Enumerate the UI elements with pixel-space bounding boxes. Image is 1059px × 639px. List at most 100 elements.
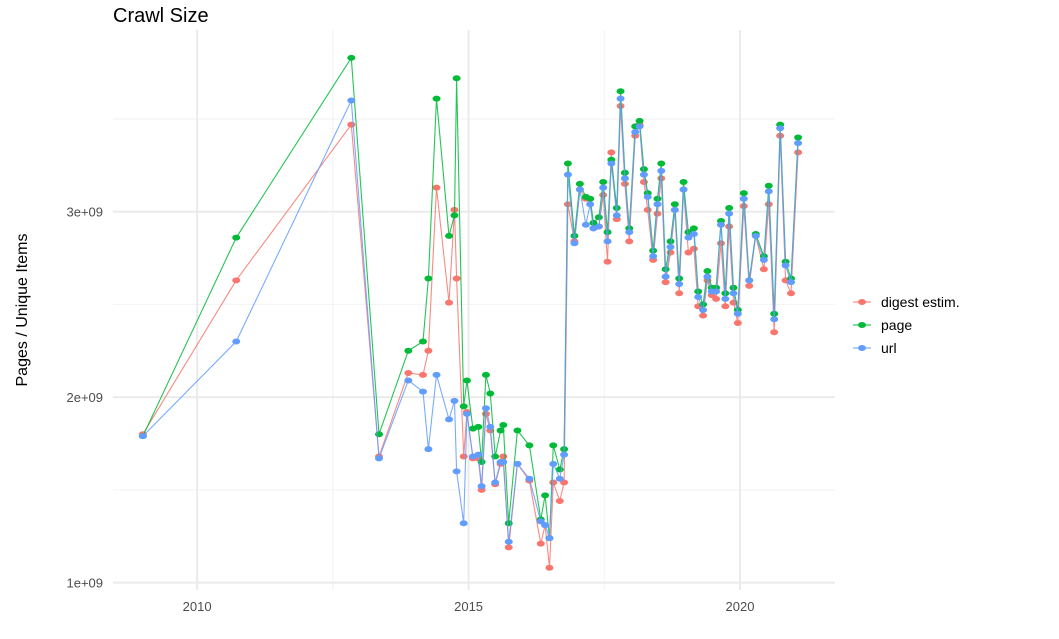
series-url xyxy=(138,95,803,545)
data-point xyxy=(679,179,688,186)
data-point xyxy=(712,295,721,302)
data-point xyxy=(666,238,675,245)
data-point xyxy=(679,186,688,193)
data-point xyxy=(418,338,427,345)
data-point xyxy=(525,475,534,482)
data-point xyxy=(787,279,796,286)
data-point xyxy=(759,256,768,263)
data-point xyxy=(717,221,725,228)
data-point xyxy=(481,371,490,378)
data-point xyxy=(549,460,558,467)
data-point xyxy=(563,160,572,167)
data-point xyxy=(499,453,508,460)
data-point xyxy=(347,97,356,104)
data-point xyxy=(675,290,684,297)
data-point xyxy=(445,232,454,239)
series-line xyxy=(142,105,799,568)
data-point xyxy=(541,522,550,529)
data-point xyxy=(764,182,773,189)
data-point xyxy=(657,167,666,174)
data-point xyxy=(607,149,616,156)
data-point xyxy=(445,299,454,306)
data-point xyxy=(661,273,670,280)
data-point xyxy=(432,371,441,378)
data-point xyxy=(725,210,734,217)
data-point xyxy=(725,223,734,230)
data-point xyxy=(555,497,564,504)
legend-key-point xyxy=(858,345,866,351)
data-point xyxy=(689,245,698,252)
data-point xyxy=(545,564,554,571)
data-point xyxy=(138,433,147,440)
data-point xyxy=(670,201,679,208)
data-point xyxy=(684,234,693,241)
data-point xyxy=(764,201,773,208)
data-point xyxy=(653,201,662,208)
data-point xyxy=(581,221,590,228)
data-point xyxy=(699,307,708,313)
data-point xyxy=(481,405,490,412)
data-point xyxy=(459,453,468,460)
y-axis-label: Pages / Unique Items xyxy=(14,234,31,387)
data-point xyxy=(570,232,579,239)
data-point xyxy=(643,206,652,213)
data-point xyxy=(486,423,495,430)
data-point xyxy=(347,121,356,128)
data-point xyxy=(586,201,595,208)
data-point xyxy=(589,219,598,226)
y-tick-label: 1e+09 xyxy=(66,576,103,591)
x-tick-label: 2020 xyxy=(726,599,755,614)
data-point xyxy=(474,451,483,458)
data-point xyxy=(445,416,454,423)
data-point xyxy=(563,171,572,178)
data-point xyxy=(625,229,634,236)
data-point xyxy=(649,253,658,260)
data-point xyxy=(549,479,558,486)
legend-label: digest estim. xyxy=(881,294,960,310)
legend-key-point xyxy=(858,299,866,305)
data-point xyxy=(739,195,748,202)
grid xyxy=(113,30,835,590)
data-point xyxy=(462,377,471,384)
data-point xyxy=(452,75,461,82)
data-point xyxy=(404,370,413,377)
data-point xyxy=(603,238,612,245)
data-point xyxy=(549,442,558,449)
data-point xyxy=(635,123,644,130)
data-point xyxy=(555,475,564,482)
data-point xyxy=(496,427,505,434)
data-point xyxy=(594,214,603,221)
data-point xyxy=(486,390,495,397)
legend-key-point xyxy=(858,322,866,328)
data-point xyxy=(404,347,413,354)
legend-label: url xyxy=(881,340,897,356)
data-point xyxy=(491,479,500,486)
data-point xyxy=(751,232,760,239)
data-point xyxy=(770,329,779,336)
data-point xyxy=(513,427,522,434)
data-point xyxy=(616,88,625,95)
data-point xyxy=(459,520,468,527)
data-point xyxy=(699,312,708,319)
data-point xyxy=(733,310,742,317)
data-point xyxy=(703,273,712,280)
data-point xyxy=(477,483,486,490)
data-point xyxy=(764,188,773,195)
data-point xyxy=(452,275,461,282)
data-point xyxy=(794,134,803,141)
chart-title: Crawl Size xyxy=(113,5,209,27)
data-point xyxy=(666,243,675,250)
data-point xyxy=(603,258,612,265)
data-point xyxy=(504,538,513,545)
data-point xyxy=(452,468,461,475)
data-point xyxy=(418,388,427,395)
x-tick-label: 2010 xyxy=(183,599,212,614)
data-point xyxy=(607,160,616,167)
data-point xyxy=(499,421,508,428)
data-point xyxy=(675,281,684,288)
data-point xyxy=(712,288,721,295)
data-point xyxy=(653,210,662,217)
data-point xyxy=(513,460,522,467)
data-point xyxy=(739,190,748,197)
